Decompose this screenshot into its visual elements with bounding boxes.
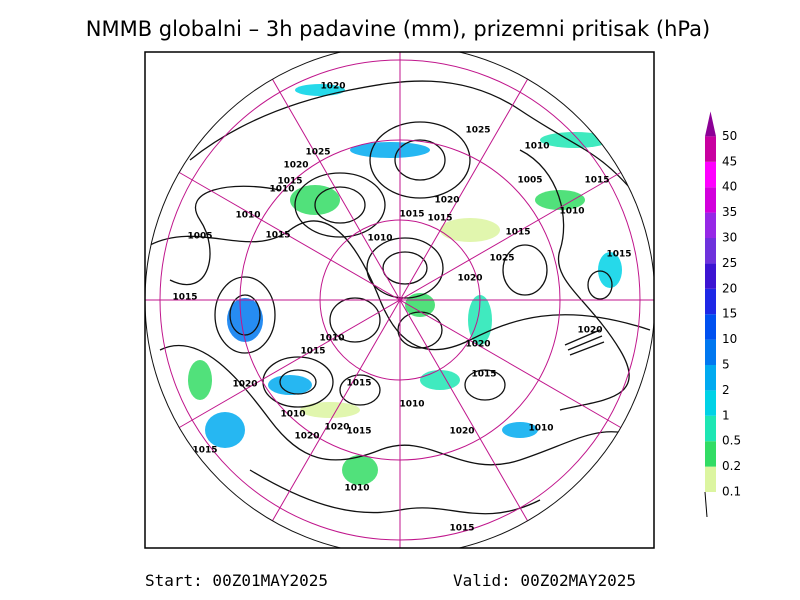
isobar-label: 1025 [489,254,514,264]
precip-area [188,360,212,400]
isobar-label: 1010 [269,185,294,195]
isobar-label: 1015 [584,176,609,186]
precip-area [420,370,460,390]
colorbar-label: 15 [722,307,737,321]
colorbar-swatch [705,441,716,467]
colorbar-label: 25 [722,256,737,270]
isobar-label: 1015 [265,231,290,241]
isobar-label: 1010 [399,400,424,410]
isobar-label: 1020 [320,82,345,92]
isobar-label: 1015 [300,347,325,357]
start-time: Start: 00Z01MAY2025 [145,571,328,590]
isobar-label: 1010 [559,207,584,217]
colorbar-swatch [705,466,716,492]
precip-area [502,422,538,438]
isobar-label: 1015 [427,214,452,224]
precip-area [300,402,360,418]
isobar-label: 1010 [344,484,369,494]
isobar-label: 1020 [577,326,602,336]
precip-area [405,293,435,317]
valid-time: Valid: 00Z02MAY2025 [453,571,636,590]
isobar-label: 1020 [232,380,257,390]
isobar-label: 1025 [305,148,330,158]
colorbar-label: 50 [722,129,737,143]
isobar-label: 1010 [235,211,260,221]
isobar-label: 1015 [505,228,530,238]
colorbar-swatch [705,415,716,442]
colorbar-swatch [705,288,716,315]
colorbar-label: 35 [722,205,737,219]
isobar-label: 1010 [319,334,344,344]
isobar-label: 1015 [606,250,631,260]
isobar-label: 1005 [517,176,542,186]
isobar-label: 1010 [367,234,392,244]
isobar-label: 1015 [346,379,371,389]
isobar-label: 1010 [528,424,553,434]
colorbar-tail [704,491,708,518]
precip-area [342,455,378,485]
isobar-label: 1005 [187,232,212,242]
colorbar-swatch [705,161,716,188]
colorbar-label: 0.2 [722,459,741,473]
title: NMMB globalni – 3h padavine (mm), prizem… [86,17,710,41]
precip-area [540,132,610,148]
isobar-label: 1010 [524,142,549,152]
colorbar-label: 40 [722,180,737,194]
colorbar-label: 10 [722,332,737,346]
precipitation [188,84,622,485]
colorbar-swatch [705,339,716,365]
colorbar-swatch [705,390,716,416]
isobar-label: 1020 [457,274,482,284]
colorbar-label: 0.1 [722,485,741,499]
isobar-label: 1015 [399,210,424,220]
colorbar-swatch [705,136,716,162]
map-frame [144,51,655,549]
precip-area [295,84,345,96]
colorbar-label: 30 [722,231,737,245]
isobar-label: 1020 [434,196,459,206]
precip-area [440,218,500,242]
graticule [145,52,654,548]
isobar-label: 1020 [465,340,490,350]
precip-area [205,412,245,448]
isobar-label: 1025 [465,126,490,136]
colorbar-swatch [705,212,716,238]
precip-area [268,375,312,395]
isobar-label: 1020 [294,432,319,442]
colorbar-swatch [705,263,716,289]
colorbar-label: 5 [722,358,730,372]
precip-area [290,185,340,215]
colorbar-label: 0.5 [722,434,741,448]
colorbar-swatch [705,111,716,137]
colorbar-label: 20 [722,281,737,295]
isobar-label: 1015 [346,427,371,437]
isobar-label: 1020 [449,427,474,437]
colorbar-label: 2 [722,383,730,397]
isobar-label: 1020 [283,161,308,171]
colorbar-label: 1 [722,408,730,422]
colorbar-swatch [705,238,716,264]
colorbar-swatch [705,314,716,340]
isobar-label: 1015 [277,177,302,187]
isobar-label: 1015 [172,293,197,303]
colorbar-label: 45 [722,154,737,168]
isobar-label: 1010 [280,410,305,420]
precip-area [598,252,622,288]
colorbar-swatch [705,187,716,213]
isobar-label: 1015 [449,524,474,534]
isobar-label: 1015 [471,370,496,380]
isobar-label: 1020 [324,423,349,433]
colorbar-swatch [705,365,716,391]
isobar-label: 1015 [192,446,217,456]
